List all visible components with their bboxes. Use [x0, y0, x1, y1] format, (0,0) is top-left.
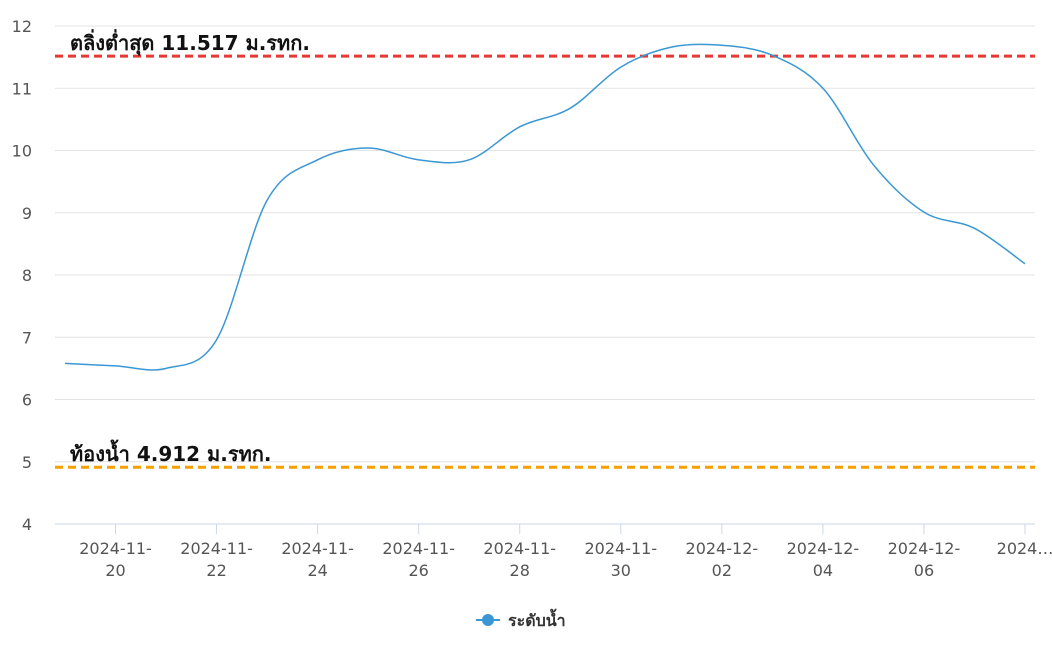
y-tick-label: 12 [12, 17, 32, 36]
x-tick-label: 2024-11- 26 [382, 539, 455, 580]
x-tick-label-line: 30 [611, 561, 631, 580]
y-tick-label: 8 [22, 266, 32, 285]
x-tick-label: 2024-12- 06 [888, 539, 961, 580]
data-line [64, 43, 1026, 371]
x-tick-label-line: 22 [206, 561, 226, 580]
x-tick-label: 2024-11- 20 [79, 539, 152, 580]
x-tick-label: 2024-11- 24 [281, 539, 354, 580]
x-tick-label: 2024-11- 30 [584, 539, 657, 580]
x-tick-label-line: 20 [105, 561, 125, 580]
x-tick-label-line: 24 [307, 561, 327, 580]
legend-label: ระดับน้ำ [508, 608, 566, 630]
x-tick-label-line: 28 [510, 561, 530, 580]
legend-marker [482, 614, 494, 626]
reference-label: ตลิ่งต่ำสุด 11.517 ม.รทก. [70, 28, 310, 56]
x-tick-label-line: 06 [914, 561, 934, 580]
x-tick-label-line: 2024-11- [584, 539, 657, 558]
x-tick-label: 2024-12- 04 [787, 539, 860, 580]
x-tick-label: 2024… [997, 539, 1052, 558]
x-tick-label: 2024-11- 22 [180, 539, 253, 580]
y-tick-label: 6 [22, 391, 32, 410]
y-tick-label: 7 [22, 328, 32, 347]
y-tick-label: 5 [22, 453, 32, 472]
y-tick-label: 4 [22, 515, 32, 534]
x-tick-label-line: 2024-12- [686, 539, 759, 558]
x-tick-label: 2024-12- 02 [686, 539, 759, 580]
x-tick-label-line: 04 [813, 561, 833, 580]
y-tick-label: 9 [22, 204, 32, 223]
x-tick-label-line: 2024-11- [180, 539, 253, 558]
x-tick-label-line: 26 [409, 561, 429, 580]
x-tick-label-line: 2024-12- [888, 539, 961, 558]
x-tick-label-line: 2024-11- [281, 539, 354, 558]
x-tick-label: 2024-11- 28 [483, 539, 556, 580]
y-tick-label: 10 [12, 142, 32, 161]
x-tick-label-line: 02 [712, 561, 732, 580]
reference-label: ท้องน้ำ 4.912 ม.รทก. [70, 439, 271, 466]
x-tick-label-line: 2024-12- [787, 539, 860, 558]
x-tick-label-line: 2024-11- [382, 539, 455, 558]
x-tick-label-line: 2024-11- [483, 539, 556, 558]
y-tick-label: 11 [12, 79, 32, 98]
x-tick-label-line: 2024-11- [79, 539, 152, 558]
